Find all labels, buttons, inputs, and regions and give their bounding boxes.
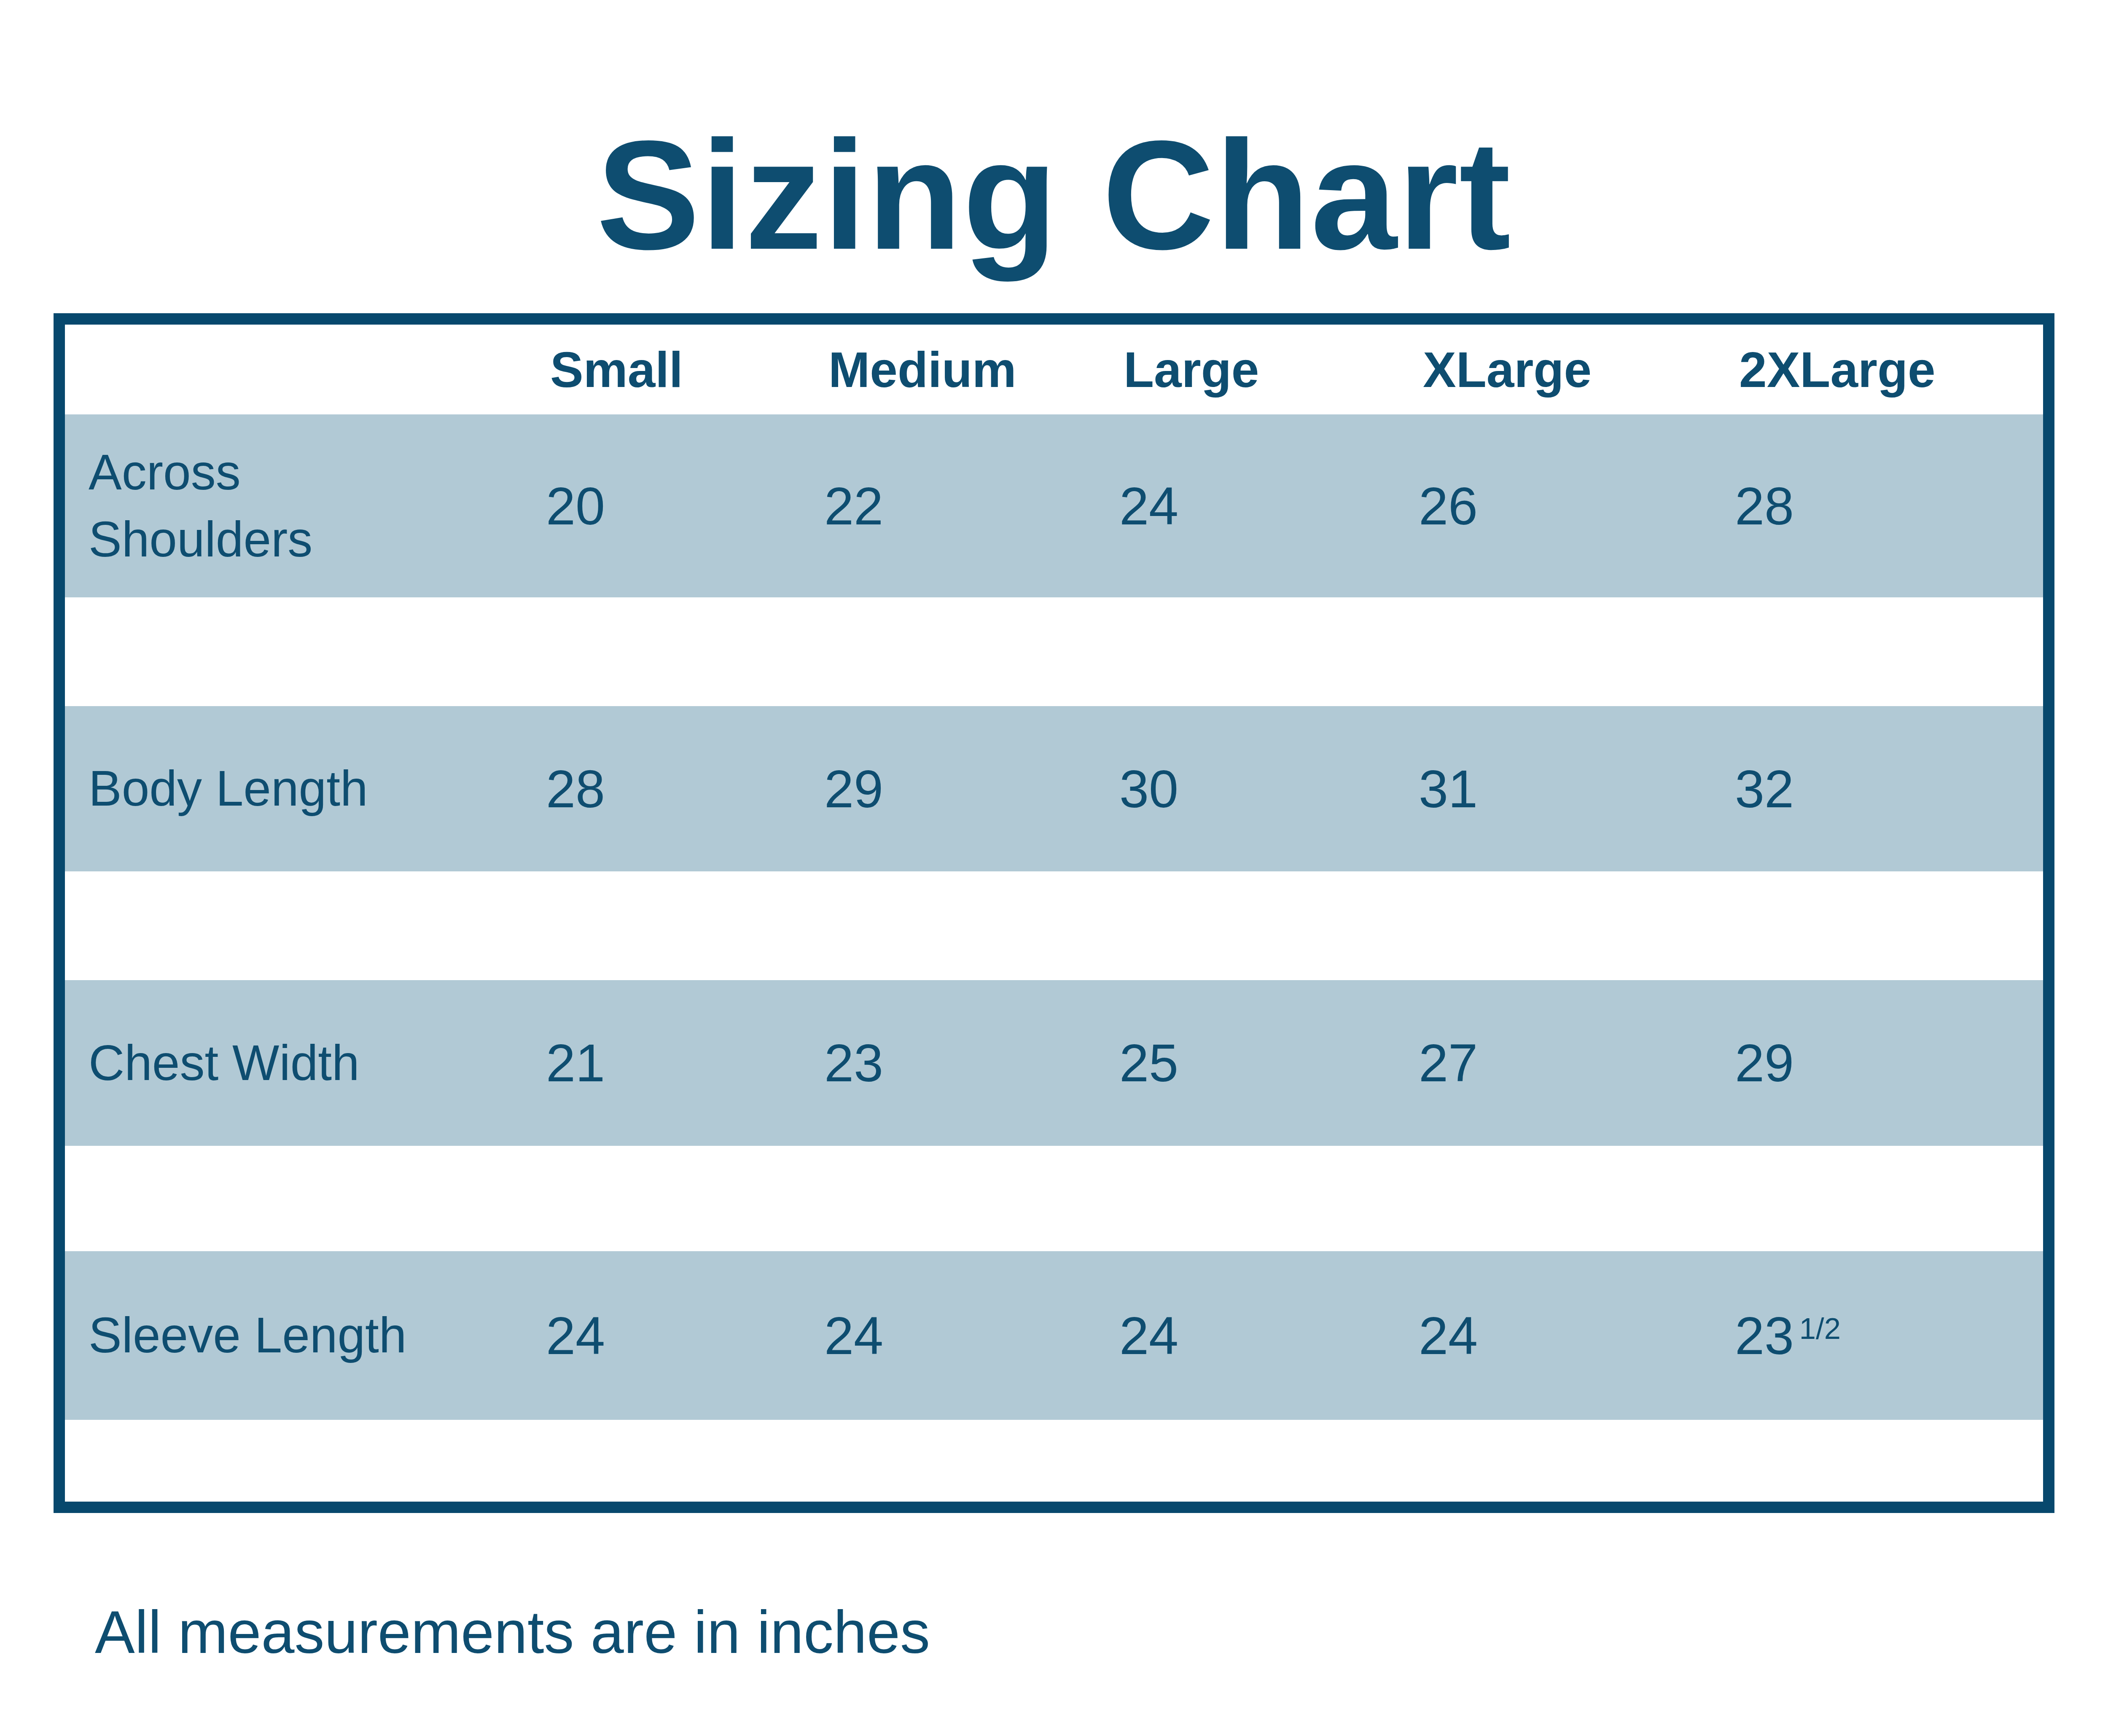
table-row-sleeve-length: Sleeve Length 24 24 24 24 231/2 — [65, 1251, 2043, 1420]
cell-body-length-2xlarge: 32 — [1729, 758, 2043, 820]
cell-body-length-medium: 29 — [818, 758, 1113, 820]
column-header-small: Small — [540, 341, 818, 398]
page-title: Sizing Chart — [0, 114, 2108, 277]
cell-body-length-xlarge: 31 — [1412, 758, 1729, 820]
sizing-table: Small Medium Large XLarge 2XLarge Across… — [54, 313, 2054, 1513]
cell-body-length-large: 30 — [1113, 758, 1412, 820]
cell-sleeve-length-medium: 24 — [818, 1305, 1113, 1366]
column-header-large: Large — [1113, 341, 1412, 398]
cell-chest-width-medium: 23 — [818, 1032, 1113, 1094]
table-header-row: Small Medium Large XLarge 2XLarge — [65, 325, 2043, 414]
cell-sleeve-length-small: 24 — [540, 1305, 818, 1366]
table-row-chest-width: Chest Width 21 23 25 27 29 — [65, 980, 2043, 1146]
sleeve-2xlarge-whole-number: 23 — [1735, 1306, 1794, 1365]
cell-chest-width-xlarge: 27 — [1412, 1032, 1729, 1094]
column-header-medium: Medium — [818, 341, 1113, 398]
row-label-across-shoulders: Across Shoulders — [65, 439, 540, 573]
cell-chest-width-small: 21 — [540, 1032, 818, 1094]
column-header-2xlarge: 2XLarge — [1729, 341, 2043, 398]
cell-sleeve-length-2xlarge: 231/2 — [1729, 1305, 2043, 1366]
measurements-note: All measurements are in inches — [95, 1598, 930, 1667]
sleeve-2xlarge-fraction: 1/2 — [1799, 1312, 1841, 1345]
table-row-body-length: Body Length 28 29 30 31 32 — [65, 706, 2043, 871]
cell-across-shoulders-2xlarge: 28 — [1729, 476, 2043, 537]
cell-sleeve-length-xlarge: 24 — [1412, 1305, 1729, 1366]
row-label-chest-width: Chest Width — [65, 1029, 540, 1096]
cell-across-shoulders-xlarge: 26 — [1412, 476, 1729, 537]
cell-across-shoulders-medium: 22 — [818, 476, 1113, 537]
table-row-across-shoulders: Across Shoulders 20 22 24 26 28 — [65, 414, 2043, 597]
cell-body-length-small: 28 — [540, 758, 818, 820]
cell-chest-width-2xlarge: 29 — [1729, 1032, 2043, 1094]
row-label-sleeve-length: Sleeve Length — [65, 1302, 540, 1369]
cell-chest-width-large: 25 — [1113, 1032, 1412, 1094]
cell-sleeve-length-large: 24 — [1113, 1305, 1412, 1366]
cell-across-shoulders-small: 20 — [540, 476, 818, 537]
column-header-xlarge: XLarge — [1412, 341, 1729, 398]
cell-across-shoulders-large: 24 — [1113, 476, 1412, 537]
row-label-body-length: Body Length — [65, 755, 540, 822]
